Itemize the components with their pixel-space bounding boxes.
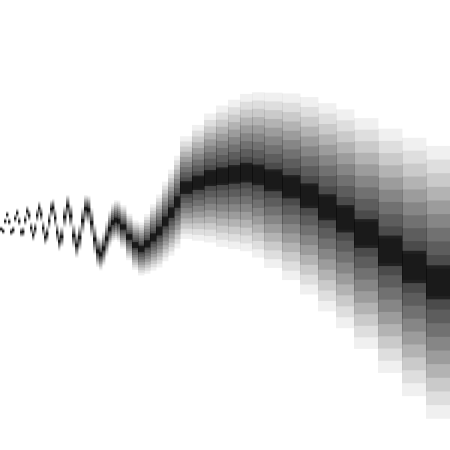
ribbon-core [22,230,25,233]
ribbon-core [44,236,47,239]
ribbon-core [96,249,100,254]
ribbon-core [24,219,27,221]
ribbon-core [144,240,151,248]
ribbon-core [117,218,121,224]
ribbon-core [54,216,57,220]
ribbon-core [93,237,97,242]
ribbon-core [30,227,33,229]
ribbon-core [48,219,51,222]
ribbon-core [6,213,9,216]
ribbon-core [168,207,175,219]
ribbon-core [69,214,73,218]
ribbon-core [14,217,17,220]
ribbon-core [40,213,43,216]
ribbon-core [90,221,94,225]
ribbon-core [138,245,145,253]
ribbon-core [28,214,31,217]
ribbon-core [12,229,15,231]
ribbon-core [111,220,115,225]
ribbon-core [26,210,29,213]
ribbon-core [36,214,39,217]
ribbon-core [126,234,133,240]
ribbon-core [282,175,301,199]
ribbon-core [87,208,91,212]
ribbon-core [402,250,427,284]
ribbon-core [78,235,82,240]
ribbon-core [81,219,85,223]
ribbon-core [63,215,67,219]
ribbon-core [150,233,157,242]
ribbon-core [192,175,205,191]
ribbon-core [8,221,11,223]
ribbon-core [156,226,163,236]
ribbon-columns [0,92,450,419]
ribbon-core [114,217,118,223]
ribbon-core [105,236,109,241]
ribbon-core [252,164,265,186]
ribbon-core [132,242,139,249]
ribbon-core [56,231,59,234]
ribbon-core [20,231,23,233]
ribbon-core [99,252,103,257]
ribbon-core [16,212,19,214]
ribbon-core [72,234,76,238]
ribbon-core [75,243,79,247]
ribbon-core [58,240,61,243]
ribbon-core [4,220,7,223]
ribbon-core [42,227,45,230]
ribbon-core [354,219,379,248]
ribbon-core [108,226,112,232]
ribbon-core [60,235,64,238]
ribbon-core [318,194,337,221]
ribbon-core [216,167,229,186]
ribbon-core [336,205,355,233]
ribbon-core [378,235,403,267]
ribbon-core [102,246,106,251]
ribbon-core [426,265,450,300]
ribbon-core [18,220,21,222]
ribbon-core [0,228,3,230]
ribbon-core [120,224,127,230]
ribbon-core [228,165,241,184]
ribbon-core [32,234,35,236]
ribbon-core [84,207,88,211]
ribbon-core [204,169,217,187]
ribbon-core [50,207,53,211]
ribbon-core [264,169,283,192]
ribbon-core [46,232,49,235]
ribbon-core [162,216,169,227]
ribbon-core [2,230,5,232]
ribbon-core [38,207,41,210]
ribbon-core [52,206,55,209]
ribbon-core [174,196,181,208]
ribbon-core [300,183,319,209]
ribbon-core [180,181,193,195]
ribbon-core [10,231,13,233]
ribbon-core [34,227,37,230]
ribbon-core [66,204,70,208]
ribbon-core [240,162,253,183]
